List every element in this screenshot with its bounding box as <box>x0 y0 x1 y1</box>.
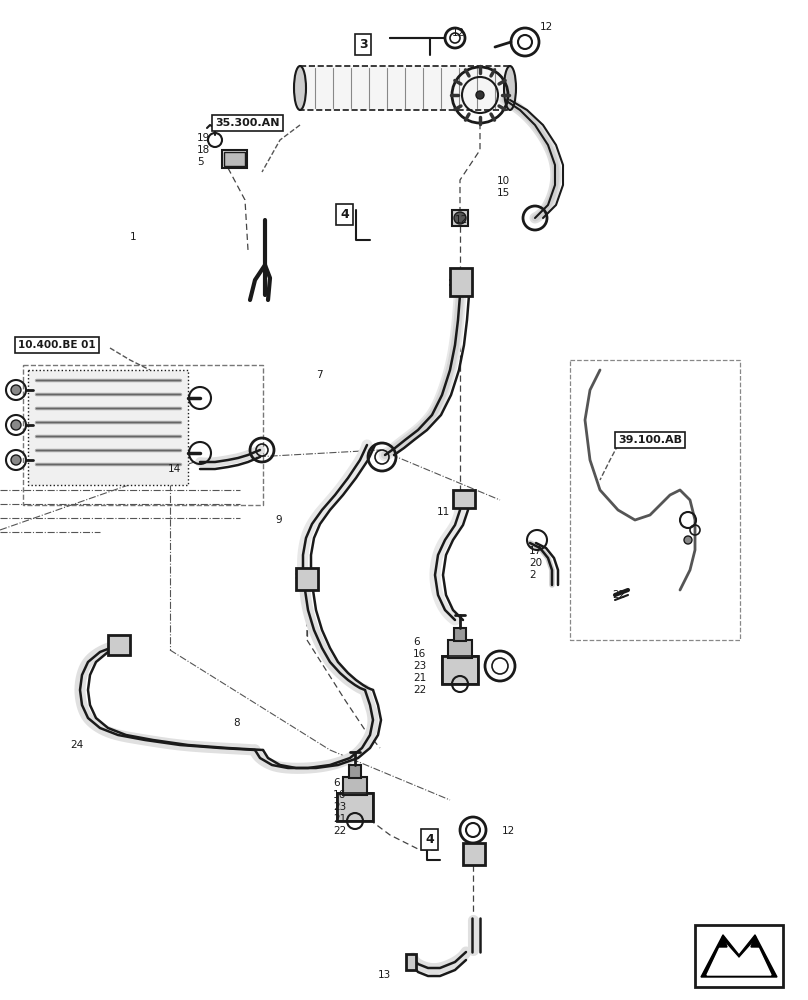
Text: 35.300.AN: 35.300.AN <box>215 118 280 128</box>
Text: 10: 10 <box>497 176 510 186</box>
Bar <box>695 925 783 987</box>
Polygon shape <box>707 941 771 975</box>
Text: 16: 16 <box>333 790 347 800</box>
Text: 12: 12 <box>452 28 465 38</box>
Text: 39.100.AB: 39.100.AB <box>618 435 682 445</box>
Text: 17: 17 <box>529 546 542 556</box>
Text: 22: 22 <box>333 826 347 836</box>
Bar <box>222 150 247 168</box>
Text: 4: 4 <box>340 208 349 221</box>
Bar <box>337 793 373 821</box>
Polygon shape <box>701 935 777 977</box>
Circle shape <box>454 212 466 224</box>
Text: 4: 4 <box>425 833 434 846</box>
Text: 23: 23 <box>413 661 427 671</box>
Text: 19: 19 <box>197 133 210 143</box>
Text: 6: 6 <box>333 778 339 788</box>
Text: 12: 12 <box>502 826 516 836</box>
Text: 20: 20 <box>529 558 542 568</box>
Ellipse shape <box>294 66 306 110</box>
Text: 15: 15 <box>497 188 510 198</box>
Bar <box>463 843 485 865</box>
Bar <box>450 268 472 296</box>
Bar <box>442 656 478 684</box>
Bar <box>23 365 263 505</box>
Text: 13: 13 <box>378 970 391 980</box>
Polygon shape <box>719 935 727 947</box>
Text: 22: 22 <box>612 590 625 600</box>
Bar <box>406 954 416 970</box>
Text: 6: 6 <box>413 637 419 647</box>
Text: 9: 9 <box>275 515 282 525</box>
Text: 14: 14 <box>168 464 181 474</box>
Text: 21: 21 <box>413 673 427 683</box>
Text: 22: 22 <box>413 685 427 695</box>
Bar <box>337 793 373 821</box>
Bar <box>453 490 475 508</box>
Text: 16: 16 <box>413 649 427 659</box>
Text: 1: 1 <box>130 232 137 242</box>
Text: 2: 2 <box>529 570 536 580</box>
Text: 12: 12 <box>540 22 553 32</box>
Text: 3: 3 <box>359 38 368 51</box>
Bar <box>296 568 318 590</box>
Text: 5: 5 <box>197 157 204 167</box>
Bar <box>452 210 468 226</box>
Circle shape <box>684 536 692 544</box>
Bar <box>343 777 367 795</box>
Text: 23: 23 <box>333 802 347 812</box>
Ellipse shape <box>504 66 516 110</box>
Text: 7: 7 <box>316 370 322 380</box>
Bar <box>442 656 478 684</box>
Text: 24: 24 <box>70 740 83 750</box>
Text: 11: 11 <box>437 507 450 517</box>
Bar <box>454 628 466 641</box>
Circle shape <box>11 385 21 395</box>
Circle shape <box>476 91 484 99</box>
Bar <box>28 370 188 485</box>
Bar <box>448 640 472 658</box>
Text: 8: 8 <box>233 718 240 728</box>
Bar <box>300 66 510 110</box>
Circle shape <box>11 455 21 465</box>
Bar <box>570 360 740 640</box>
Bar <box>349 765 361 778</box>
Bar <box>224 152 245 166</box>
Circle shape <box>11 420 21 430</box>
Text: 21: 21 <box>333 814 347 824</box>
Text: 18: 18 <box>197 145 210 155</box>
Text: 10.400.BE 01: 10.400.BE 01 <box>18 340 95 350</box>
Text: 12: 12 <box>455 215 469 225</box>
Bar <box>108 635 130 655</box>
Polygon shape <box>751 935 759 947</box>
